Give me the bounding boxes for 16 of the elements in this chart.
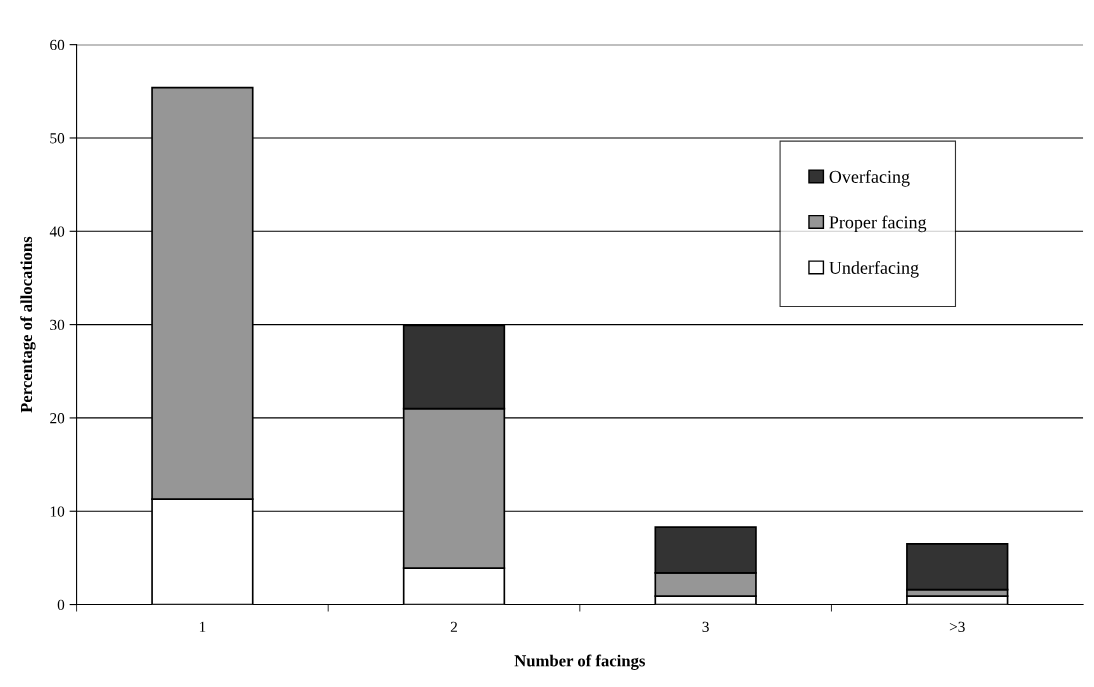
y-tick-label: 10 [50, 506, 65, 517]
legend-label: Underfacing [829, 261, 919, 278]
x-tick-label: 1 [199, 621, 206, 632]
x-tick-label: 2 [450, 621, 457, 632]
x-tick-label: 3 [702, 621, 709, 632]
x-axis-title: Number of facings [514, 654, 645, 670]
y-tick-label: 60 [50, 39, 65, 51]
y-tick-label: 40 [49, 226, 65, 237]
y-tick-label: 20 [50, 413, 65, 424]
x-tick-label: >3 [949, 621, 965, 632]
legend-label: Proper facing [829, 215, 927, 233]
legend-label: Overfacing [829, 170, 910, 187]
y-tick-label: 50 [50, 133, 65, 144]
y-axis-title: Percentage of allocations [20, 236, 36, 413]
y-tick-label: 30 [50, 319, 65, 331]
y-tick-label: 0 [57, 599, 65, 611]
